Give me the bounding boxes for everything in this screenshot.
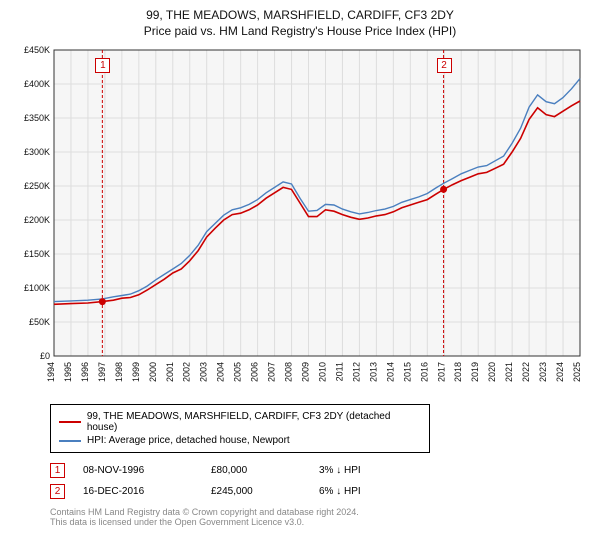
legend-label: HPI: Average price, detached house, Newp… (87, 435, 290, 446)
svg-text:£450K: £450K (24, 45, 50, 55)
marker-diff: 3% ↓ HPI (319, 465, 399, 476)
chart-marker-badge: 1 (95, 58, 110, 73)
license-line: This data is licensed under the Open Gov… (50, 517, 588, 527)
svg-text:1996: 1996 (80, 362, 90, 382)
svg-text:2006: 2006 (250, 362, 260, 382)
svg-text:2014: 2014 (385, 362, 395, 382)
legend-item: 99, THE MEADOWS, MARSHFIELD, CARDIFF, CF… (59, 411, 421, 433)
svg-text:1995: 1995 (63, 362, 73, 382)
marker-badge: 2 (50, 484, 65, 499)
svg-text:2012: 2012 (351, 362, 361, 382)
svg-text:2007: 2007 (267, 362, 277, 382)
svg-text:2017: 2017 (436, 362, 446, 382)
chart-title-address: 99, THE MEADOWS, MARSHFIELD, CARDIFF, CF… (12, 8, 588, 22)
line-chart-svg: £0 £50K £100K £150K £200K £250K £300K £350K £400… (12, 44, 588, 394)
svg-text:2018: 2018 (453, 362, 463, 382)
sale-markers-table: 1 08-NOV-1996 £80,000 3% ↓ HPI 2 16-DEC-… (50, 463, 588, 499)
legend-swatch (59, 440, 81, 442)
svg-text:2005: 2005 (233, 362, 243, 382)
svg-text:1994: 1994 (46, 362, 56, 382)
title-block: 99, THE MEADOWS, MARSHFIELD, CARDIFF, CF… (12, 8, 588, 38)
marker-date: 16-DEC-2016 (83, 486, 193, 497)
svg-text:£300K: £300K (24, 147, 50, 157)
legend-item: HPI: Average price, detached house, Newp… (59, 435, 421, 446)
chart-container: 99, THE MEADOWS, MARSHFIELD, CARDIFF, CF… (0, 0, 600, 535)
svg-text:2009: 2009 (301, 362, 311, 382)
svg-text:2021: 2021 (504, 362, 514, 382)
svg-text:2022: 2022 (521, 362, 531, 382)
license-line: Contains HM Land Registry data © Crown c… (50, 507, 588, 517)
svg-text:£200K: £200K (24, 215, 50, 225)
marker-badge: 1 (50, 463, 65, 478)
svg-text:£350K: £350K (24, 113, 50, 123)
svg-text:2015: 2015 (402, 362, 412, 382)
legend: 99, THE MEADOWS, MARSHFIELD, CARDIFF, CF… (50, 404, 430, 453)
svg-text:£400K: £400K (24, 79, 50, 89)
svg-text:2008: 2008 (284, 362, 294, 382)
svg-text:2023: 2023 (538, 362, 548, 382)
svg-text:2002: 2002 (182, 362, 192, 382)
marker-price: £80,000 (211, 465, 301, 476)
legend-label: 99, THE MEADOWS, MARSHFIELD, CARDIFF, CF… (87, 411, 421, 433)
marker-date: 08-NOV-1996 (83, 465, 193, 476)
svg-text:2010: 2010 (317, 362, 327, 382)
svg-text:2019: 2019 (470, 362, 480, 382)
svg-text:2013: 2013 (368, 362, 378, 382)
marker-row: 1 08-NOV-1996 £80,000 3% ↓ HPI (50, 463, 588, 478)
svg-text:£50K: £50K (29, 317, 50, 327)
license-text: Contains HM Land Registry data © Crown c… (50, 507, 588, 527)
svg-text:2004: 2004 (216, 362, 226, 382)
svg-text:2000: 2000 (148, 362, 158, 382)
svg-text:£250K: £250K (24, 181, 50, 191)
chart-marker-badge: 2 (437, 58, 452, 73)
svg-text:2024: 2024 (555, 362, 565, 382)
svg-text:2003: 2003 (199, 362, 209, 382)
svg-text:2016: 2016 (419, 362, 429, 382)
svg-text:2020: 2020 (487, 362, 497, 382)
marker-price: £245,000 (211, 486, 301, 497)
svg-text:1998: 1998 (114, 362, 124, 382)
legend-swatch (59, 421, 81, 423)
svg-text:1999: 1999 (131, 362, 141, 382)
svg-text:£150K: £150K (24, 249, 50, 259)
svg-text:2025: 2025 (572, 362, 582, 382)
chart-title-subtitle: Price paid vs. HM Land Registry's House … (12, 24, 588, 38)
svg-text:1997: 1997 (97, 362, 107, 382)
svg-text:2001: 2001 (165, 362, 175, 382)
svg-text:£100K: £100K (24, 283, 50, 293)
marker-diff: 6% ↓ HPI (319, 486, 399, 497)
svg-text:2011: 2011 (334, 362, 344, 381)
chart-plot: £0 £50K £100K £150K £200K £250K £300K £350K £400… (12, 44, 588, 394)
marker-row: 2 16-DEC-2016 £245,000 6% ↓ HPI (50, 484, 588, 499)
svg-text:£0: £0 (40, 351, 50, 361)
